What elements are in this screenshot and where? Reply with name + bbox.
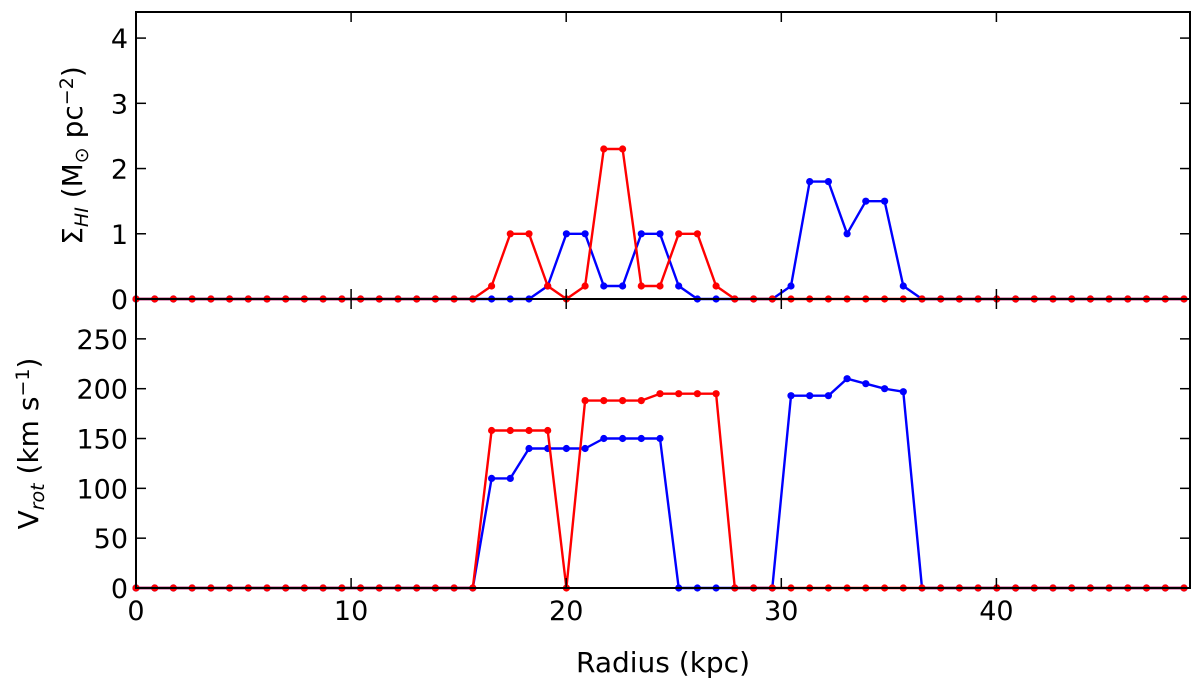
bottom-ytick-label-4: 200 [76,375,128,406]
bottom-point-red-28 [656,390,664,398]
bottom-point-blue-21 [525,444,533,453]
bottom-ylabel: Vrot (km s−1) [12,358,49,530]
bottom-point-red-20 [506,426,514,435]
bottom-point-blue-27 [637,434,645,443]
bottom-point-blue-41 [899,388,907,396]
top-point-blue-28 [656,230,664,238]
top-point-red-20 [506,230,514,238]
panel-bottom-rotation-velocity: 0 10 20 30 40 0 50 100 150 200 250 Vrot (km s−1) Rad… [12,298,1191,679]
top-point-red-28 [656,282,664,290]
top-ylabel-part-0: Σ [56,227,89,245]
bottom-xtick-label-2: 20 [549,596,583,627]
bottom-ylabel-part-3: −1 [12,369,34,397]
bottom-ytick-label-1: 50 [94,524,128,555]
bottom-point-blue-20 [506,474,514,482]
top-point-red-19 [488,282,496,290]
top-point-red-25 [600,145,608,153]
top-point-blue-23 [562,230,571,238]
top-series-line-red [136,147,1184,301]
top-ylabel: ΣHI (M⊙ pc−2) [56,66,93,245]
top-point-blue-25 [600,282,608,290]
top-ytick-label-1: 1 [111,220,128,251]
bottom-xtick-label-1: 10 [334,596,368,627]
bottom-point-blue-35 [787,392,795,400]
bottom-point-red-22 [544,426,552,435]
top-ytick-label-2: 2 [111,155,128,186]
bottom-point-red-21 [525,426,533,435]
bottom-ylabel-part-4: ) [12,358,45,369]
bottom-ytick-label-0: 0 [111,574,128,605]
bottom-point-red-27 [637,397,645,405]
bottom-point-blue-25 [600,434,608,443]
top-point-blue-36 [806,178,814,186]
bottom-point-blue-39 [862,380,870,388]
top-ytick-label-0: 0 [111,285,128,316]
top-ylabel-part-1: HI [71,207,93,227]
bottom-point-red-25 [600,397,608,405]
top-ylabel-part-4: pc [56,105,89,147]
top-point-blue-39 [862,197,870,205]
top-point-blue-24 [581,230,589,238]
top-ylabel-part-3: ⊙ [71,147,93,163]
bottom-point-blue-26 [619,434,627,443]
top-ylabel-part-2: (M [56,163,89,207]
bottom-point-blue-37 [824,392,833,400]
top-ylabel-part-5: −2 [56,77,78,105]
top-point-blue-27 [637,230,645,238]
bottom-series-line-blue [136,377,1184,590]
bottom-xtick-label-4: 40 [979,596,1013,627]
bottom-point-red-31 [712,390,720,398]
bottom-series-line-red [136,392,1184,590]
bottom-ylabel-part-0: V [12,510,45,529]
bottom-xtick-label-0: 0 [127,596,144,627]
top-point-red-30 [693,230,702,238]
bottom-point-blue-36 [806,392,814,400]
top-point-red-21 [525,230,533,238]
top-point-blue-29 [675,282,683,290]
bottom-xlabel: Radius (kpc) [576,646,750,679]
top-axes-frame [135,11,1191,300]
top-ytick-label-3: 3 [111,89,128,120]
panel-top-surface-density: 0 1 2 3 4 ΣHI (M⊙ pc−2) [56,11,1191,316]
bottom-point-red-30 [693,390,702,398]
bottom-ytick-label-5: 250 [76,325,128,356]
top-point-red-22 [544,282,552,290]
bottom-ylabel-part-2: (km s [12,397,45,484]
bottom-point-blue-28 [656,434,664,443]
top-point-red-24 [581,282,589,290]
top-point-blue-37 [824,178,833,186]
top-ylabel-part-6: ) [56,66,89,77]
top-point-blue-35 [787,282,795,290]
top-point-blue-40 [881,197,889,205]
bottom-point-blue-40 [881,385,889,393]
bottom-point-blue-23 [562,444,571,453]
top-point-blue-26 [619,282,627,290]
bottom-ylabel-part-1: rot [27,482,49,510]
top-point-red-26 [619,145,627,153]
bottom-point-red-19 [488,426,496,435]
bottom-xtick-label-3: 30 [764,596,798,627]
bottom-point-red-29 [675,390,683,398]
bottom-point-blue-19 [488,474,496,482]
bottom-point-blue-38 [843,375,851,383]
top-point-blue-41 [899,282,907,290]
top-ytick-label-4: 4 [111,24,128,55]
bottom-ytick-label-2: 100 [76,474,128,505]
bottom-axes-frame [135,298,1191,589]
top-point-red-27 [637,282,645,290]
bottom-point-red-26 [619,397,627,405]
top-point-red-29 [675,230,683,238]
top-point-red-31 [712,282,720,290]
bottom-point-blue-24 [581,444,589,453]
bottom-ytick-label-3: 150 [76,425,128,456]
bottom-point-red-24 [581,397,589,405]
top-point-blue-38 [843,230,851,238]
top-series-line-blue [136,180,1184,301]
